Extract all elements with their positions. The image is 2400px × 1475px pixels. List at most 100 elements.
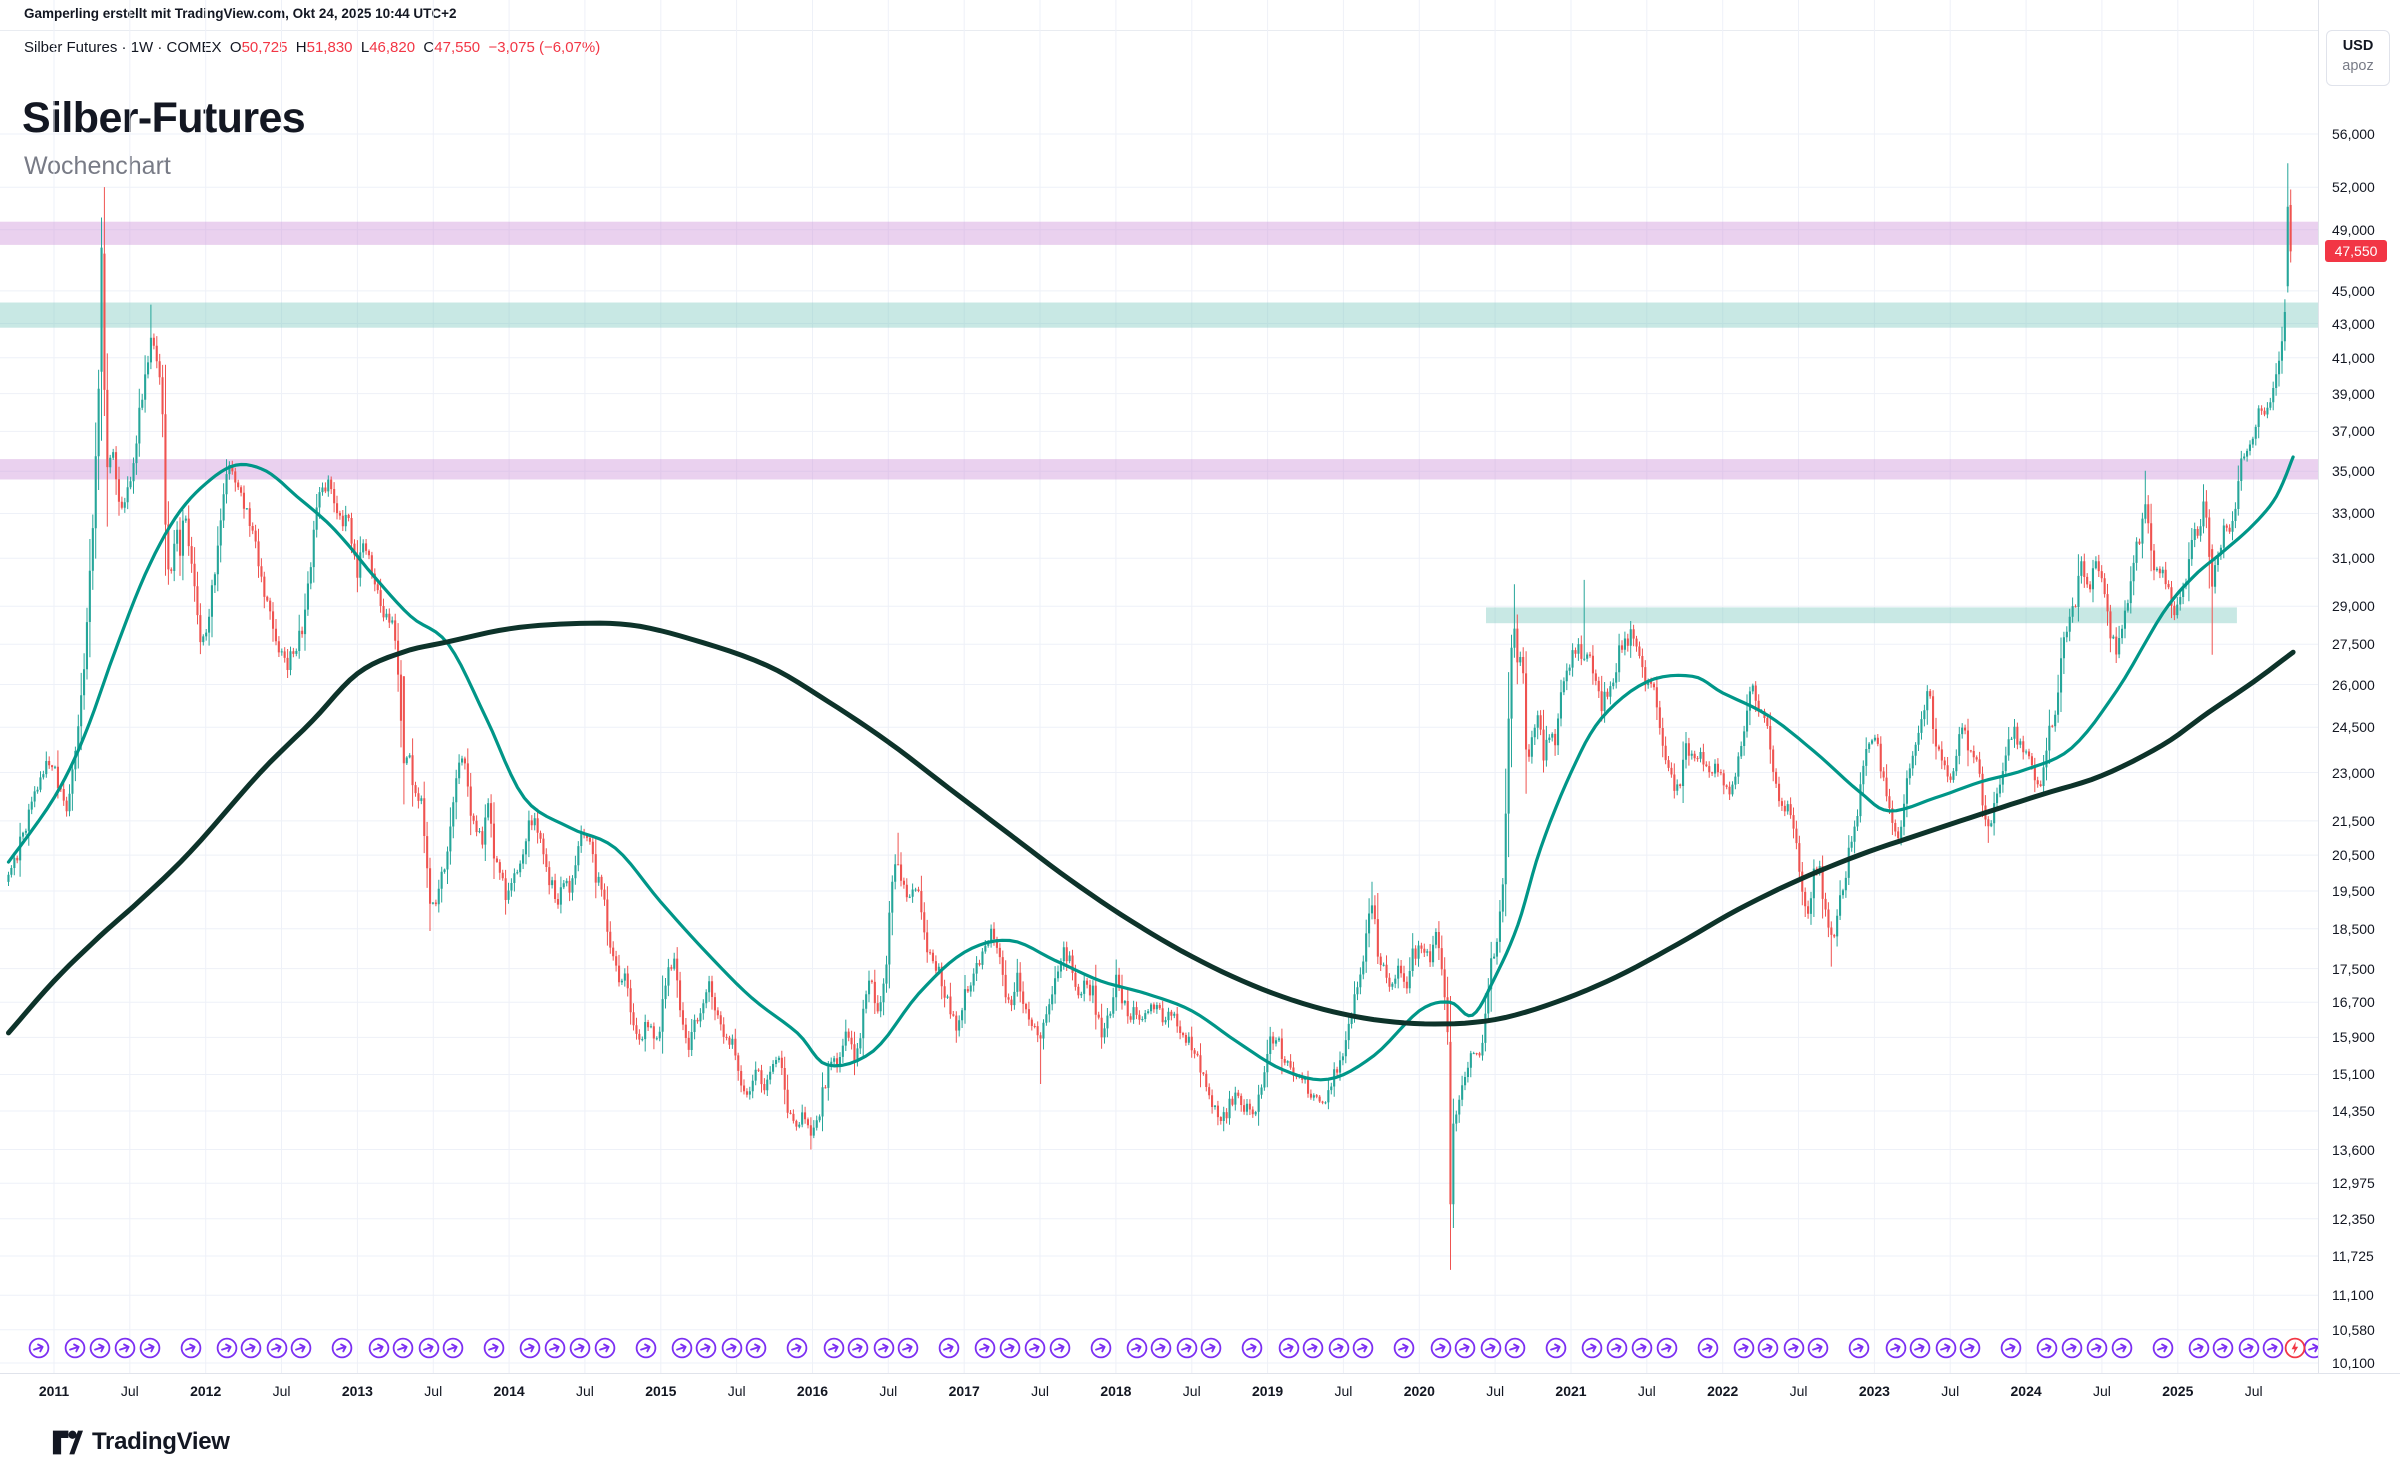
contract-rollover-arrow-icon[interactable] xyxy=(1545,1337,1567,1359)
contract-rollover-arrow-icon[interactable] xyxy=(2188,1337,2210,1359)
contract-rollover-arrow-icon[interactable] xyxy=(266,1337,288,1359)
contract-rollover-arrow-icon[interactable] xyxy=(418,1337,440,1359)
contract-rollover-arrow-icon[interactable] xyxy=(1090,1337,1112,1359)
contract-rollover-arrow-icon[interactable] xyxy=(1328,1337,1350,1359)
contract-rollover-arrow-icon[interactable] xyxy=(331,1337,353,1359)
contract-rollover-arrow-icon[interactable] xyxy=(2212,1337,2234,1359)
contract-rollover-arrow-icon[interactable] xyxy=(1757,1337,1779,1359)
contract-rollover-arrow-icon[interactable] xyxy=(1200,1337,1222,1359)
contract-rollover-arrow-icon[interactable] xyxy=(1352,1337,1374,1359)
contract-rollover-arrow-icon[interactable] xyxy=(1049,1337,1071,1359)
contract-rollover-arrow-icon[interactable] xyxy=(999,1337,1021,1359)
contract-rollover-arrow-icon[interactable] xyxy=(483,1337,505,1359)
price-tick-label: 33,000 xyxy=(2332,505,2375,522)
contract-rollover-arrow-icon[interactable] xyxy=(2152,1337,2174,1359)
contract-rollover-arrow-icon[interactable] xyxy=(64,1337,86,1359)
contract-rollover-arrow-icon[interactable] xyxy=(2238,1337,2260,1359)
contract-rollover-arrow-icon[interactable] xyxy=(1656,1337,1678,1359)
contract-rollover-arrow-icon[interactable] xyxy=(1241,1337,1263,1359)
contract-rollover-arrow-icon[interactable] xyxy=(695,1337,717,1359)
contract-rollover-arrow-icon[interactable] xyxy=(2111,1337,2133,1359)
contract-rollover-arrow-icon[interactable] xyxy=(2061,1337,2083,1359)
contract-rollover-arrow-icon[interactable] xyxy=(1024,1337,1046,1359)
contract-rollover-arrow-icon[interactable] xyxy=(847,1337,869,1359)
symbol-segment: 47,550 xyxy=(434,39,481,56)
price-tick-label: 27,500 xyxy=(2332,636,2375,653)
tradingview-logo[interactable]: TradingView xyxy=(52,1428,230,1456)
price-tick-label: 21,500 xyxy=(2332,812,2375,829)
contract-rollover-arrow-icon[interactable] xyxy=(1454,1337,1476,1359)
contract-rollover-arrow-icon[interactable] xyxy=(139,1337,161,1359)
contract-rollover-arrow-icon[interactable] xyxy=(594,1337,616,1359)
price-tick-label: 20,500 xyxy=(2332,847,2375,864)
contract-rollover-arrow-icon[interactable] xyxy=(1150,1337,1172,1359)
price-axis[interactable]: USD apoz 47,550 56,000 52,000 49,000 45,000… xyxy=(2318,0,2400,1374)
contract-rollover-arrow-icon[interactable] xyxy=(786,1337,808,1359)
contract-rollover-arrow-icon[interactable] xyxy=(569,1337,591,1359)
contract-rollover-arrow-icon[interactable] xyxy=(240,1337,262,1359)
contract-rollover-arrow-icon[interactable] xyxy=(823,1337,845,1359)
contract-rollover-arrow-icon[interactable] xyxy=(89,1337,111,1359)
contract-rollover-arrow-icon[interactable] xyxy=(1278,1337,1300,1359)
contract-rollover-arrow-icon[interactable] xyxy=(635,1337,657,1359)
contract-rollover-arrow-icon[interactable] xyxy=(1807,1337,1829,1359)
ma-fast-line xyxy=(6,455,2295,1082)
time-tick-year-2020: 2020 xyxy=(1403,1383,1435,1399)
contract-rollover-arrow-icon[interactable] xyxy=(2262,1337,2284,1359)
contract-rollover-arrow-icon[interactable] xyxy=(2000,1337,2022,1359)
symbol-ohlc-line[interactable]: Silber Futures · 1W · COMEX O50,725 H51,… xyxy=(24,39,600,56)
contract-rollover-arrow-icon[interactable] xyxy=(1783,1337,1805,1359)
contract-rollover-arrow-icon[interactable] xyxy=(2086,1337,2108,1359)
contract-rollover-arrow-icon[interactable] xyxy=(28,1337,50,1359)
contract-rollover-arrow-icon[interactable] xyxy=(873,1337,895,1359)
contract-rollover-arrow-icon[interactable] xyxy=(1959,1337,1981,1359)
contract-rollover-arrow-icon[interactable] xyxy=(1581,1337,1603,1359)
contract-rollover-arrow-icon[interactable] xyxy=(114,1337,136,1359)
grid-lines xyxy=(0,0,2318,1373)
time-tick-year-2011: 2011 xyxy=(38,1383,70,1399)
price-unit-currency: USD xyxy=(2342,38,2374,54)
contract-rollover-arrow-icon[interactable] xyxy=(216,1337,238,1359)
contract-rollover-flash-icon[interactable] xyxy=(2284,1337,2306,1359)
contract-rollover-arrow-icon[interactable] xyxy=(392,1337,414,1359)
contract-rollover-arrow-icon[interactable] xyxy=(1935,1337,1957,1359)
price-tick-label: 10,580 xyxy=(2332,1321,2375,1338)
contract-rollover-arrow-icon[interactable] xyxy=(1697,1337,1719,1359)
contract-rollover-arrow-icon[interactable] xyxy=(1504,1337,1526,1359)
contract-rollover-arrow-icon[interactable] xyxy=(745,1337,767,1359)
time-axis[interactable]: 2011 Jul 2012 Jul 2013 Jul 2014 Jul 2015 Jul 2016 J… xyxy=(0,1374,2318,1410)
price-unit-measure: apoz xyxy=(2342,58,2374,74)
contract-rollover-arrow-icon[interactable] xyxy=(897,1337,919,1359)
contract-rollover-arrow-icon[interactable] xyxy=(1126,1337,1148,1359)
contract-rollover-arrow-icon[interactable] xyxy=(671,1337,693,1359)
contract-rollover-arrow-icon[interactable] xyxy=(180,1337,202,1359)
contract-rollover-arrow-icon[interactable] xyxy=(1606,1337,1628,1359)
time-tick-jul-2012: Jul xyxy=(272,1383,291,1399)
header-divider xyxy=(0,30,2400,31)
contract-rollover-arrow-icon[interactable] xyxy=(1631,1337,1653,1359)
contract-rollover-arrow-icon[interactable] xyxy=(1480,1337,1502,1359)
time-tick-jul-2018: Jul xyxy=(1182,1383,1201,1399)
price-chart-canvas[interactable] xyxy=(0,0,2318,1373)
contract-rollover-arrow-icon[interactable] xyxy=(1733,1337,1755,1359)
contract-rollover-arrow-icon[interactable] xyxy=(1176,1337,1198,1359)
contract-rollover-arrow-icon[interactable] xyxy=(1393,1337,1415,1359)
symbol-segment: 46,820 xyxy=(369,39,416,56)
contract-rollover-arrow-icon[interactable] xyxy=(721,1337,743,1359)
contract-rollover-arrow-icon[interactable] xyxy=(290,1337,312,1359)
contract-rollover-arrow-icon[interactable] xyxy=(1302,1337,1324,1359)
contract-rollover-arrow-icon[interactable] xyxy=(1909,1337,1931,1359)
contract-rollover-arrow-icon[interactable] xyxy=(1430,1337,1452,1359)
contract-rollover-arrow-icon[interactable] xyxy=(544,1337,566,1359)
price-unit-box: USD apoz xyxy=(2326,30,2390,86)
contract-rollover-arrow-icon[interactable] xyxy=(2036,1337,2058,1359)
contract-rollover-arrow-icon[interactable] xyxy=(442,1337,464,1359)
contract-rollover-arrow-icon[interactable] xyxy=(974,1337,996,1359)
contract-rollover-arrow-icon[interactable] xyxy=(938,1337,960,1359)
contract-rollover-arrow-icon[interactable] xyxy=(1848,1337,1870,1359)
contract-rollover-arrow-icon[interactable] xyxy=(519,1337,541,1359)
time-tick-year-2019: 2019 xyxy=(1252,1383,1284,1399)
contract-rollover-arrow-icon[interactable] xyxy=(368,1337,390,1359)
symbol-segment: O xyxy=(221,39,242,56)
contract-rollover-arrow-icon[interactable] xyxy=(1885,1337,1907,1359)
